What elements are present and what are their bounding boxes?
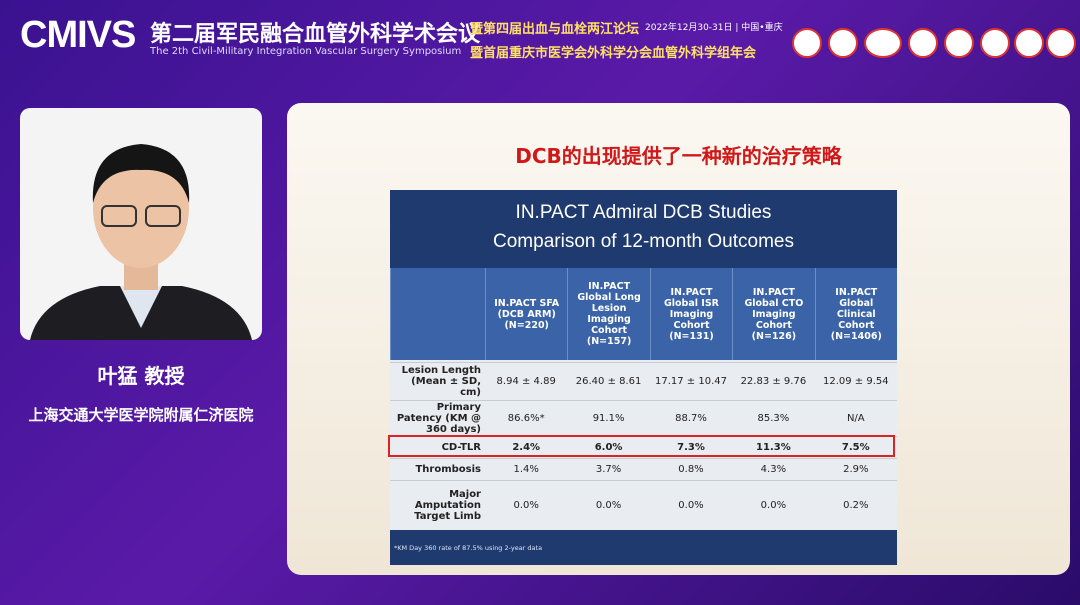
conference-subtitle: The 2th Civil-Military Integration Vascu… <box>150 46 462 57</box>
speaker-name: 叶猛 教授 <box>97 364 185 388</box>
badge <box>980 28 1010 58</box>
row-label: Lesion Length (Mean ± SD, cm) <box>390 362 485 400</box>
conference-title: 第二届军民融合血管外科学术会议 <box>150 22 481 47</box>
footnote: *KM Day 360 rate of 87.5% using 2-year d… <box>390 530 897 565</box>
speaker-video <box>20 108 262 340</box>
column-header: IN.PACT Global ISR Imaging Cohort (N=131… <box>649 268 733 360</box>
badge <box>864 28 902 58</box>
column-header: IN.PACT Global CTO Imaging Cohort (N=126… <box>732 268 815 360</box>
cell: 0.0% <box>567 480 650 530</box>
cell: 22.83 ± 9.76 <box>732 362 815 400</box>
cell: 0.0% <box>732 480 815 530</box>
table-title-line: Comparison of 12-month Outcomes <box>493 231 794 252</box>
speaker-figure <box>30 144 252 340</box>
table-title: IN.PACT Admiral DCB Studies Comparison o… <box>390 190 897 268</box>
badge <box>1014 28 1044 58</box>
cell: 85.3% <box>732 400 815 436</box>
badge <box>908 28 938 58</box>
column-header: IN.PACT Global Long Lesion Imaging Cohor… <box>567 268 650 360</box>
comparison-table: IN.PACT Admiral DCB Studies Comparison o… <box>388 190 897 565</box>
cell: 0.2% <box>814 480 897 530</box>
highlight-box <box>388 435 895 457</box>
row-label: Thrombosis <box>390 458 485 480</box>
cell: 1.4% <box>485 458 568 480</box>
cell: 88.7% <box>649 400 733 436</box>
forum-title: 暨第四届出血与血栓两江论坛 <box>470 22 640 37</box>
cell: 3.7% <box>567 458 650 480</box>
badge <box>944 28 974 58</box>
badge <box>828 28 858 58</box>
cell: 0.0% <box>485 480 568 530</box>
cell: 86.6%* <box>485 400 568 436</box>
cell: 0.0% <box>649 480 733 530</box>
table-title-line: IN.PACT Admiral DCB Studies <box>515 202 772 223</box>
corner-header <box>390 268 485 360</box>
cell: 17.17 ± 10.47 <box>649 362 733 400</box>
cell: 26.40 ± 8.61 <box>567 362 650 400</box>
cell: 12.09 ± 9.54 <box>814 362 897 400</box>
slide-title: DCB的出现提供了一种新的治疗策略 <box>515 144 842 168</box>
speaker-affiliation: 上海交通大学医学院附属仁济医院 <box>28 406 254 424</box>
column-header: IN.PACT SFA (DCB ARM) (N=220) <box>485 268 568 360</box>
cell: 0.8% <box>649 458 733 480</box>
badge <box>1046 28 1076 58</box>
date: 2022年12月30-31日 | 中国•重庆 <box>645 23 783 33</box>
row-label: Primary Patency (KM @ 360 days) <box>390 400 485 436</box>
cell: 91.1% <box>567 400 650 436</box>
row-label: Major Amputation Target Limb <box>390 480 485 530</box>
column-header: IN.PACT Global Clinical Cohort (N=1406) <box>814 268 897 360</box>
cell: 8.94 ± 4.89 <box>485 362 568 400</box>
logo: CMIVS <box>20 14 136 56</box>
forum-title: 暨首届重庆市医学会外科学分会血管外科学组年会 <box>470 46 757 61</box>
cell: 2.9% <box>814 458 897 480</box>
badge <box>792 28 822 58</box>
cell: 4.3% <box>732 458 815 480</box>
cell: N/A <box>814 400 897 436</box>
